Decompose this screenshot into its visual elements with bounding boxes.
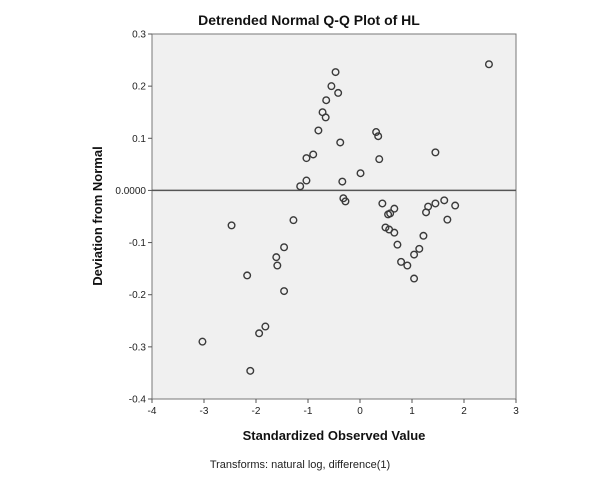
- y-tick-label: -0.3: [129, 342, 147, 353]
- y-tick-label: 0.2: [132, 82, 146, 93]
- data-point: [384, 210, 393, 219]
- x-tick-label: -1: [304, 406, 313, 417]
- data-point: [327, 82, 336, 91]
- transforms-footnote: Transforms: natural log, difference(1): [210, 459, 390, 471]
- data-point: [336, 138, 345, 147]
- data-point: [378, 199, 387, 208]
- x-tick-label: -2: [252, 406, 261, 417]
- y-tick-label: 0.1: [132, 134, 146, 145]
- x-tick-label: 3: [513, 406, 519, 417]
- x-tick-label: 1: [409, 406, 415, 417]
- data-point: [321, 113, 330, 122]
- plot-area: [151, 33, 517, 400]
- data-point: [356, 169, 365, 178]
- data-point: [374, 132, 383, 141]
- data-point: [280, 287, 289, 296]
- data-point: [390, 204, 399, 213]
- data-point: [243, 271, 252, 280]
- data-point: [309, 150, 318, 159]
- y-tick-label: 0.3: [132, 30, 146, 41]
- y-axis-label: Deviation from Normal: [90, 146, 105, 285]
- data-point: [261, 322, 270, 331]
- y-tick-label: -0.1: [129, 238, 147, 249]
- data-point: [289, 216, 298, 225]
- data-point: [422, 208, 431, 217]
- data-point: [338, 177, 347, 186]
- data-point: [302, 154, 311, 163]
- data-point: [334, 88, 343, 97]
- data-point: [484, 60, 493, 69]
- data-point: [314, 126, 323, 135]
- data-point: [198, 337, 207, 346]
- y-tick-label: 0.0000: [115, 186, 146, 197]
- data-point: [410, 274, 419, 283]
- data-point: [302, 176, 311, 185]
- data-point: [440, 196, 449, 205]
- x-tick-label: 0: [357, 406, 363, 417]
- data-point: [272, 253, 281, 262]
- data-point: [296, 182, 305, 191]
- data-point: [390, 228, 399, 237]
- data-point: [431, 148, 440, 157]
- data-point: [410, 250, 419, 259]
- data-point: [393, 240, 402, 249]
- data-point: [375, 155, 384, 164]
- x-tick-label: -4: [148, 406, 157, 417]
- data-point: [255, 329, 264, 338]
- x-tick-label: -3: [200, 406, 209, 417]
- data-point: [443, 215, 452, 224]
- data-point: [397, 257, 406, 266]
- data-point: [273, 261, 282, 270]
- data-point: [227, 221, 236, 230]
- data-point: [415, 244, 424, 253]
- x-axis-label: Standardized Observed Value: [243, 428, 426, 443]
- data-point: [280, 243, 289, 252]
- y-tick-label: -0.4: [129, 395, 147, 406]
- data-point: [331, 68, 340, 77]
- data-point: [372, 128, 381, 137]
- data-point: [419, 231, 428, 240]
- y-tick-label: -0.2: [129, 290, 147, 301]
- data-point: [451, 201, 460, 210]
- data-point: [246, 366, 255, 375]
- x-tick-label: 2: [461, 406, 467, 417]
- data-point: [431, 199, 440, 208]
- data-point: [341, 197, 350, 206]
- data-point: [322, 96, 331, 105]
- chart-title: Detrended Normal Q-Q Plot of HL: [198, 12, 420, 28]
- data-point: [403, 261, 412, 270]
